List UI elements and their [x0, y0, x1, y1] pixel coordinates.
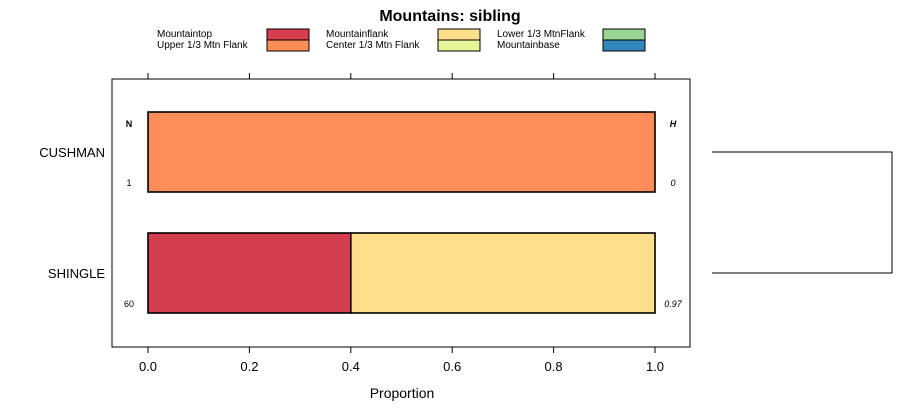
legend-swatch [437, 39, 481, 52]
h-value: 0.97 [664, 299, 683, 309]
chart-title: Mountains: sibling [379, 8, 520, 25]
h-value: 0 [670, 178, 675, 188]
legend-swatch [266, 28, 310, 41]
n-header: N [126, 119, 133, 129]
dendrogram-branch [712, 151, 893, 274]
x-tick-label: 0.2 [240, 359, 258, 374]
bar-segment [349, 232, 656, 314]
x-tick-label: 0.8 [545, 359, 563, 374]
legend-label: Mountaintop [157, 29, 212, 40]
bar-segment [147, 232, 352, 314]
legend-label: Lower 1/3 MtnFlank [497, 29, 586, 40]
h-header: H [670, 119, 677, 129]
x-axis: 0.0 0.2 0.4 0.6 0.8 1.0 [139, 73, 664, 374]
dendrogram [712, 151, 893, 274]
legend-label: Mountainflank [326, 29, 389, 40]
category-labels: CUSHMAN SHINGLE [39, 145, 105, 281]
legend-swatch [266, 39, 310, 52]
x-tick-label: 0.6 [443, 359, 461, 374]
legend-swatch [602, 28, 646, 41]
legend-swatch [437, 28, 481, 41]
bars-group [147, 111, 656, 314]
n-value: 60 [124, 299, 134, 309]
legend-swatch [602, 39, 646, 52]
bar-segment [147, 111, 656, 193]
legend-label: Upper 1/3 Mtn Flank [157, 40, 249, 51]
x-axis-label: Proportion [370, 385, 435, 401]
plot-frame [111, 78, 691, 348]
n-h-annotations: N H 1 60 0 0.97 [124, 119, 683, 309]
legend-label: Mountainbase [497, 40, 560, 51]
x-tick-label: 0.0 [139, 359, 157, 374]
legend-label: Center 1/3 Mtn Flank [326, 40, 420, 51]
x-tick-label: 1.0 [646, 359, 664, 374]
category-label: SHINGLE [48, 266, 105, 281]
n-value: 1 [126, 178, 131, 188]
x-tick-label: 0.4 [342, 359, 360, 374]
category-label: CUSHMAN [39, 145, 105, 160]
